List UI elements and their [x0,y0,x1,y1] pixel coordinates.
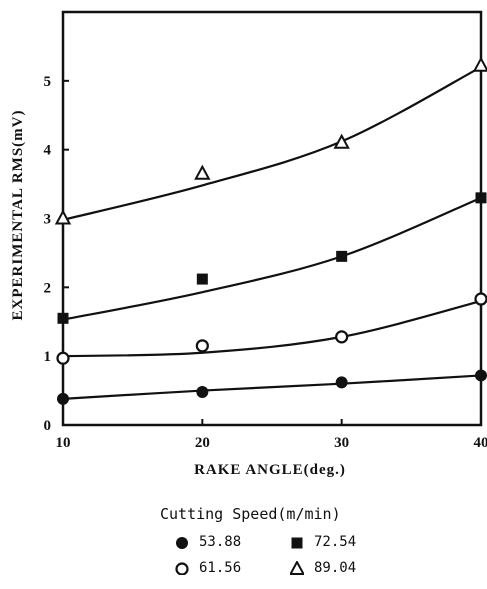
plot-border [61,10,483,427]
y-tick-label: 4 [44,143,52,159]
legend-marker [175,562,189,575]
legend-label: 53.88 [199,534,242,550]
data-point [475,192,487,204]
y-tick-label: 1 [44,349,52,365]
legend-marker-shape [176,537,188,549]
legend-marker [291,537,303,549]
y-tick-label: 2 [44,280,52,296]
tick-labels: 0 1 2 3 4 5 10 20 30 40 [44,74,487,451]
data-point [57,312,69,324]
legend-marker [176,537,188,549]
x-tick-label: 30 [334,435,349,451]
data-points [54,56,487,405]
legend-marker-shape [291,537,303,549]
legend-item: 53.88 [175,534,241,550]
legend-title: Cutting Speed(m/min) [160,505,341,523]
fit-curve [62,374,482,400]
fit-curve [62,66,482,221]
legend-item: 89.04 [290,560,356,576]
data-point [335,376,348,389]
x-tick-label: 40 [474,435,487,451]
legend-label: 61.56 [199,560,242,576]
y-tick-label: 3 [44,212,52,228]
fit-curve [62,196,482,321]
data-point [194,164,211,180]
data-point [195,339,209,353]
plot-frame [61,10,483,427]
data-point [196,273,208,285]
legend-item: 72.54 [290,534,356,550]
y-tick-label: 5 [44,74,52,90]
data-point [474,292,487,306]
legend-item: 61.56 [175,560,241,576]
legend-marker-shape [290,561,304,575]
legend-marker [290,561,304,575]
y-axis-label: EXPERIMENTAL RMS(mV) [10,110,26,321]
data-point [56,351,70,365]
data-point [196,385,209,398]
data-point [336,250,348,262]
data-point [475,369,487,382]
chart: 0 1 2 3 4 5 10 20 30 40 RAKE ANGLE(deg.) EXPERIME… [10,10,487,478]
data-point [333,133,350,149]
x-tick-label: 10 [56,435,71,451]
x-tick-label: 20 [195,435,210,451]
legend-label: 72.54 [314,534,357,550]
fit-curve [62,300,482,358]
data-point [57,392,69,405]
legend-marker-shape [175,562,189,575]
data-point [472,56,487,72]
data-point [54,209,72,225]
x-axis-label: RAKE ANGLE(deg.) [194,462,346,478]
data-point [335,330,349,344]
legend-label: 89.04 [314,560,357,576]
y-tick-label: 0 [44,418,52,434]
fit-curves [62,66,482,400]
